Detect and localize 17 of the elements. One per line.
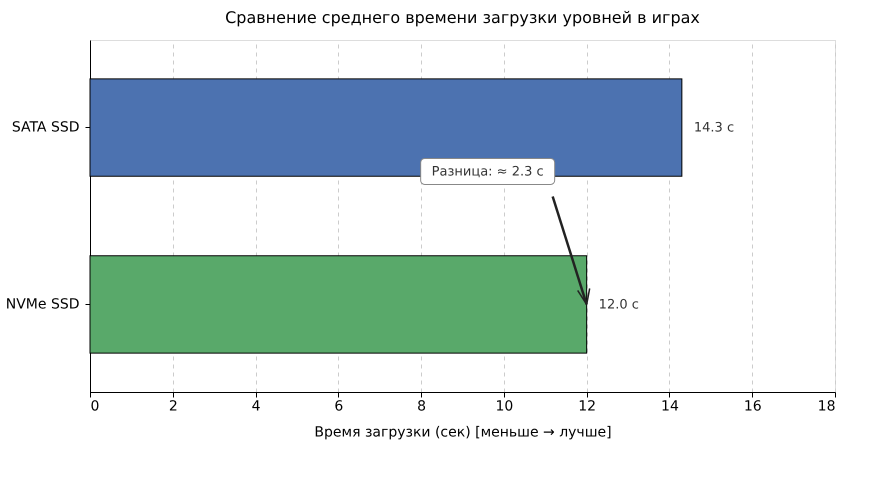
data-label: 12.0 с <box>598 297 639 312</box>
y-tick-label: NVMe SSD <box>6 296 80 312</box>
y-tick-label: SATA SSD <box>12 120 80 136</box>
x-tick-label: 4 <box>252 398 261 414</box>
x-tick-label: 2 <box>168 398 178 414</box>
x-tick-label: 12 <box>578 398 596 414</box>
x-tick-label: 0 <box>90 398 100 414</box>
x-tick-label: 6 <box>334 398 344 414</box>
x-tick-label: 18 <box>818 398 836 414</box>
annotation: Разница: ≈ 2.3 с <box>432 164 544 180</box>
chart-title: Сравнение среднего времени загрузки уровней в играх <box>225 8 700 27</box>
data-label: 14.3 с <box>694 120 734 136</box>
x-tick-label: 14 <box>661 398 679 414</box>
x-tick-label: 16 <box>744 398 762 414</box>
x-axis-title: Время загрузки (сек) [меньше → лучше] <box>314 424 612 440</box>
x-tick-label: 8 <box>417 398 426 414</box>
x-tick-label: 10 <box>495 398 514 414</box>
